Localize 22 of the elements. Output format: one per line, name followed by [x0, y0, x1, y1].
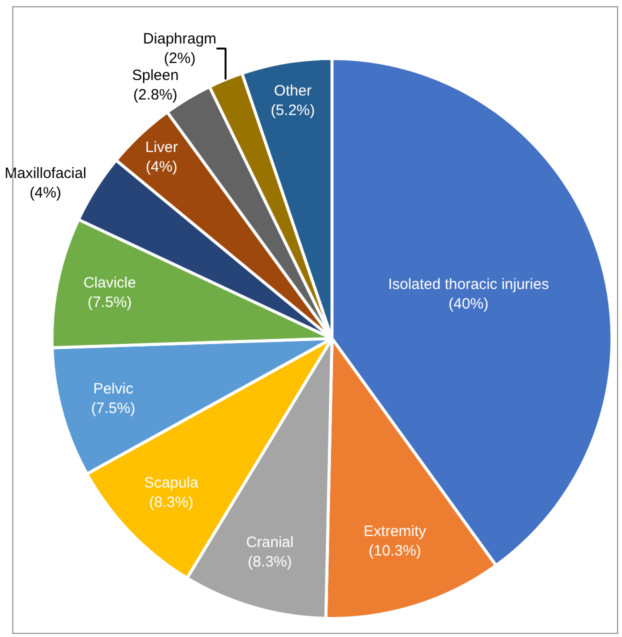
slice-label: Scapula — [144, 474, 199, 492]
data-label: (5.2%) — [270, 102, 315, 120]
data-label: (40%) — [448, 296, 489, 313]
data-label: (8.3%) — [149, 494, 194, 512]
data-label: (10.3%) — [368, 542, 422, 560]
slice-label: Maxillofacial — [4, 165, 86, 182]
slice-label: Diaphragm — [143, 30, 216, 48]
data-label: (7.5%) — [91, 400, 136, 418]
slice-label: Clavicle — [83, 274, 136, 292]
slice-label: Cranial — [246, 534, 294, 551]
slice-label: Spleen — [132, 66, 179, 84]
data-label: (2.8%) — [133, 86, 178, 104]
data-label: (4%) — [146, 158, 178, 176]
slice-label: Extremity — [364, 523, 427, 540]
data-label: (2%) — [164, 50, 196, 67]
slice-label: Liver — [145, 139, 178, 156]
slice-label: Pelvic — [93, 380, 134, 398]
data-label: (4%) — [30, 184, 62, 202]
data-label: (7.5%) — [88, 294, 132, 312]
data-label: (8.3%) — [248, 553, 292, 570]
slice-label: Other — [274, 82, 312, 100]
slice-label: Isolated thoracic injuries — [388, 276, 549, 294]
